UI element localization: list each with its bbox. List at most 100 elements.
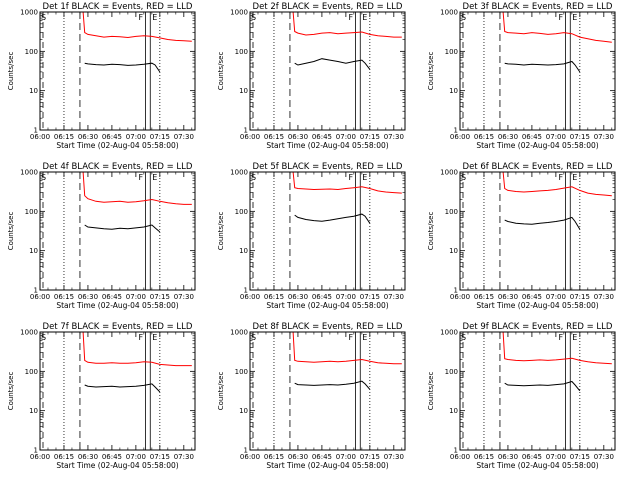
lld-series-line xyxy=(292,171,402,194)
flag-e-label: E xyxy=(362,173,367,182)
x-tick-label: 07:15 xyxy=(360,293,380,301)
x-tick-label: 06:30 xyxy=(78,133,98,141)
y-tick-label: 100 xyxy=(25,48,38,56)
y-tick-label: 1000 xyxy=(440,169,458,177)
x-tick-label: 06:45 xyxy=(522,293,542,301)
x-tick-label: 07:00 xyxy=(336,453,356,461)
x-axis-label: Start Time (02-Aug-04 05:58:00) xyxy=(266,141,388,150)
x-tick-label: 06:00 xyxy=(30,133,50,141)
y-tick-label: 1000 xyxy=(20,329,38,337)
events-series-line xyxy=(504,216,581,230)
x-axis-label: Start Time (02-Aug-04 05:58:00) xyxy=(266,461,388,470)
x-tick-label: 06:15 xyxy=(264,133,284,141)
flag-f-label: F xyxy=(138,13,143,22)
y-axis-label: Counts/sec xyxy=(427,52,435,91)
x-tick-label: 07:30 xyxy=(174,133,194,141)
y-tick-label: 10 xyxy=(239,407,248,415)
x-tick-label: 06:00 xyxy=(240,293,260,301)
panel-title: Det 4f BLACK = Events, RED = LLD xyxy=(43,162,193,172)
y-tick-label: 1000 xyxy=(230,329,248,337)
flag-s-label: S xyxy=(461,333,466,342)
x-tick-label: 07:00 xyxy=(126,293,146,301)
flag-f-label: F xyxy=(348,13,353,22)
x-tick-label: 06:45 xyxy=(312,293,332,301)
y-tick-label: 1000 xyxy=(20,9,38,17)
x-tick-label: 06:00 xyxy=(30,453,50,461)
x-tick-label: 06:45 xyxy=(102,453,122,461)
panel-title: Det 8f BLACK = Events, RED = LLD xyxy=(253,322,403,332)
x-tick-label: 06:00 xyxy=(240,133,260,141)
x-tick-label: 06:45 xyxy=(522,453,542,461)
x-tick-label: 07:00 xyxy=(336,293,356,301)
y-tick-label: 100 xyxy=(445,208,458,216)
x-tick-label: 07:15 xyxy=(570,293,590,301)
x-tick-label: 07:30 xyxy=(594,133,614,141)
panel-title: Det 5f BLACK = Events, RED = LLD xyxy=(253,162,403,172)
flag-e-label: E xyxy=(362,333,367,342)
x-tick-label: 06:15 xyxy=(474,453,494,461)
y-axis-label: Counts/sec xyxy=(7,52,15,91)
events-series-line xyxy=(294,58,371,70)
plot-frame xyxy=(39,331,196,451)
events-series-line xyxy=(504,380,581,392)
x-axis-label: Start Time (02-Aug-04 05:58:00) xyxy=(476,301,598,310)
flag-e-label: E xyxy=(572,173,577,182)
events-series-line xyxy=(84,62,161,73)
flag-f-label: F xyxy=(138,173,143,182)
y-tick-label: 100 xyxy=(235,368,248,376)
x-tick-label: 06:00 xyxy=(30,293,50,301)
x-tick-label: 06:15 xyxy=(54,453,74,461)
y-axis-label: Counts/sec xyxy=(427,372,435,411)
flag-e-label: E xyxy=(572,13,577,22)
plot-frame xyxy=(459,11,616,131)
x-tick-label: 07:00 xyxy=(126,453,146,461)
y-axis-label: Counts/sec xyxy=(217,52,225,91)
x-tick-label: 07:30 xyxy=(594,293,614,301)
x-axis-label: Start Time (02-Aug-04 05:58:00) xyxy=(56,141,178,150)
flag-s-label: S xyxy=(41,333,46,342)
flag-s-label: S xyxy=(41,13,46,22)
flag-s-label: S xyxy=(461,13,466,22)
y-tick-label: 1 xyxy=(34,447,38,455)
flag-s-label: S xyxy=(251,13,256,22)
x-tick-label: 06:30 xyxy=(78,293,98,301)
y-tick-label: 1 xyxy=(244,287,248,295)
x-tick-label: 07:30 xyxy=(174,453,194,461)
panel-title: Det 9f BLACK = Events, RED = LLD xyxy=(463,322,613,332)
y-tick-label: 10 xyxy=(449,247,458,255)
x-tick-label: 06:15 xyxy=(474,293,494,301)
x-axis-label: Start Time (02-Aug-04 05:58:00) xyxy=(266,301,388,310)
y-tick-label: 1 xyxy=(34,127,38,135)
x-tick-label: 06:00 xyxy=(450,453,470,461)
x-tick-label: 07:30 xyxy=(384,453,404,461)
x-tick-label: 06:45 xyxy=(102,293,122,301)
events-series-line xyxy=(504,60,581,73)
x-tick-label: 06:15 xyxy=(474,133,494,141)
y-tick-label: 10 xyxy=(239,247,248,255)
lld-series-line xyxy=(82,331,192,367)
y-tick-label: 100 xyxy=(235,208,248,216)
x-tick-label: 07:15 xyxy=(360,133,380,141)
panel-title: Det 2f BLACK = Events, RED = LLD xyxy=(253,2,403,12)
y-tick-label: 100 xyxy=(25,368,38,376)
x-tick-label: 06:15 xyxy=(264,453,284,461)
flag-e-label: E xyxy=(152,173,157,182)
plot-frame xyxy=(39,11,196,131)
x-tick-label: 07:30 xyxy=(594,453,614,461)
y-tick-label: 1000 xyxy=(440,9,458,17)
x-tick-label: 07:00 xyxy=(546,133,566,141)
y-tick-label: 100 xyxy=(25,208,38,216)
flag-f-label: F xyxy=(558,13,563,22)
events-series-line xyxy=(84,383,161,393)
flag-s-label: S xyxy=(461,173,466,182)
flag-f-label: F xyxy=(138,333,143,342)
x-tick-label: 06:30 xyxy=(288,453,308,461)
y-axis-label: Counts/sec xyxy=(217,372,225,411)
